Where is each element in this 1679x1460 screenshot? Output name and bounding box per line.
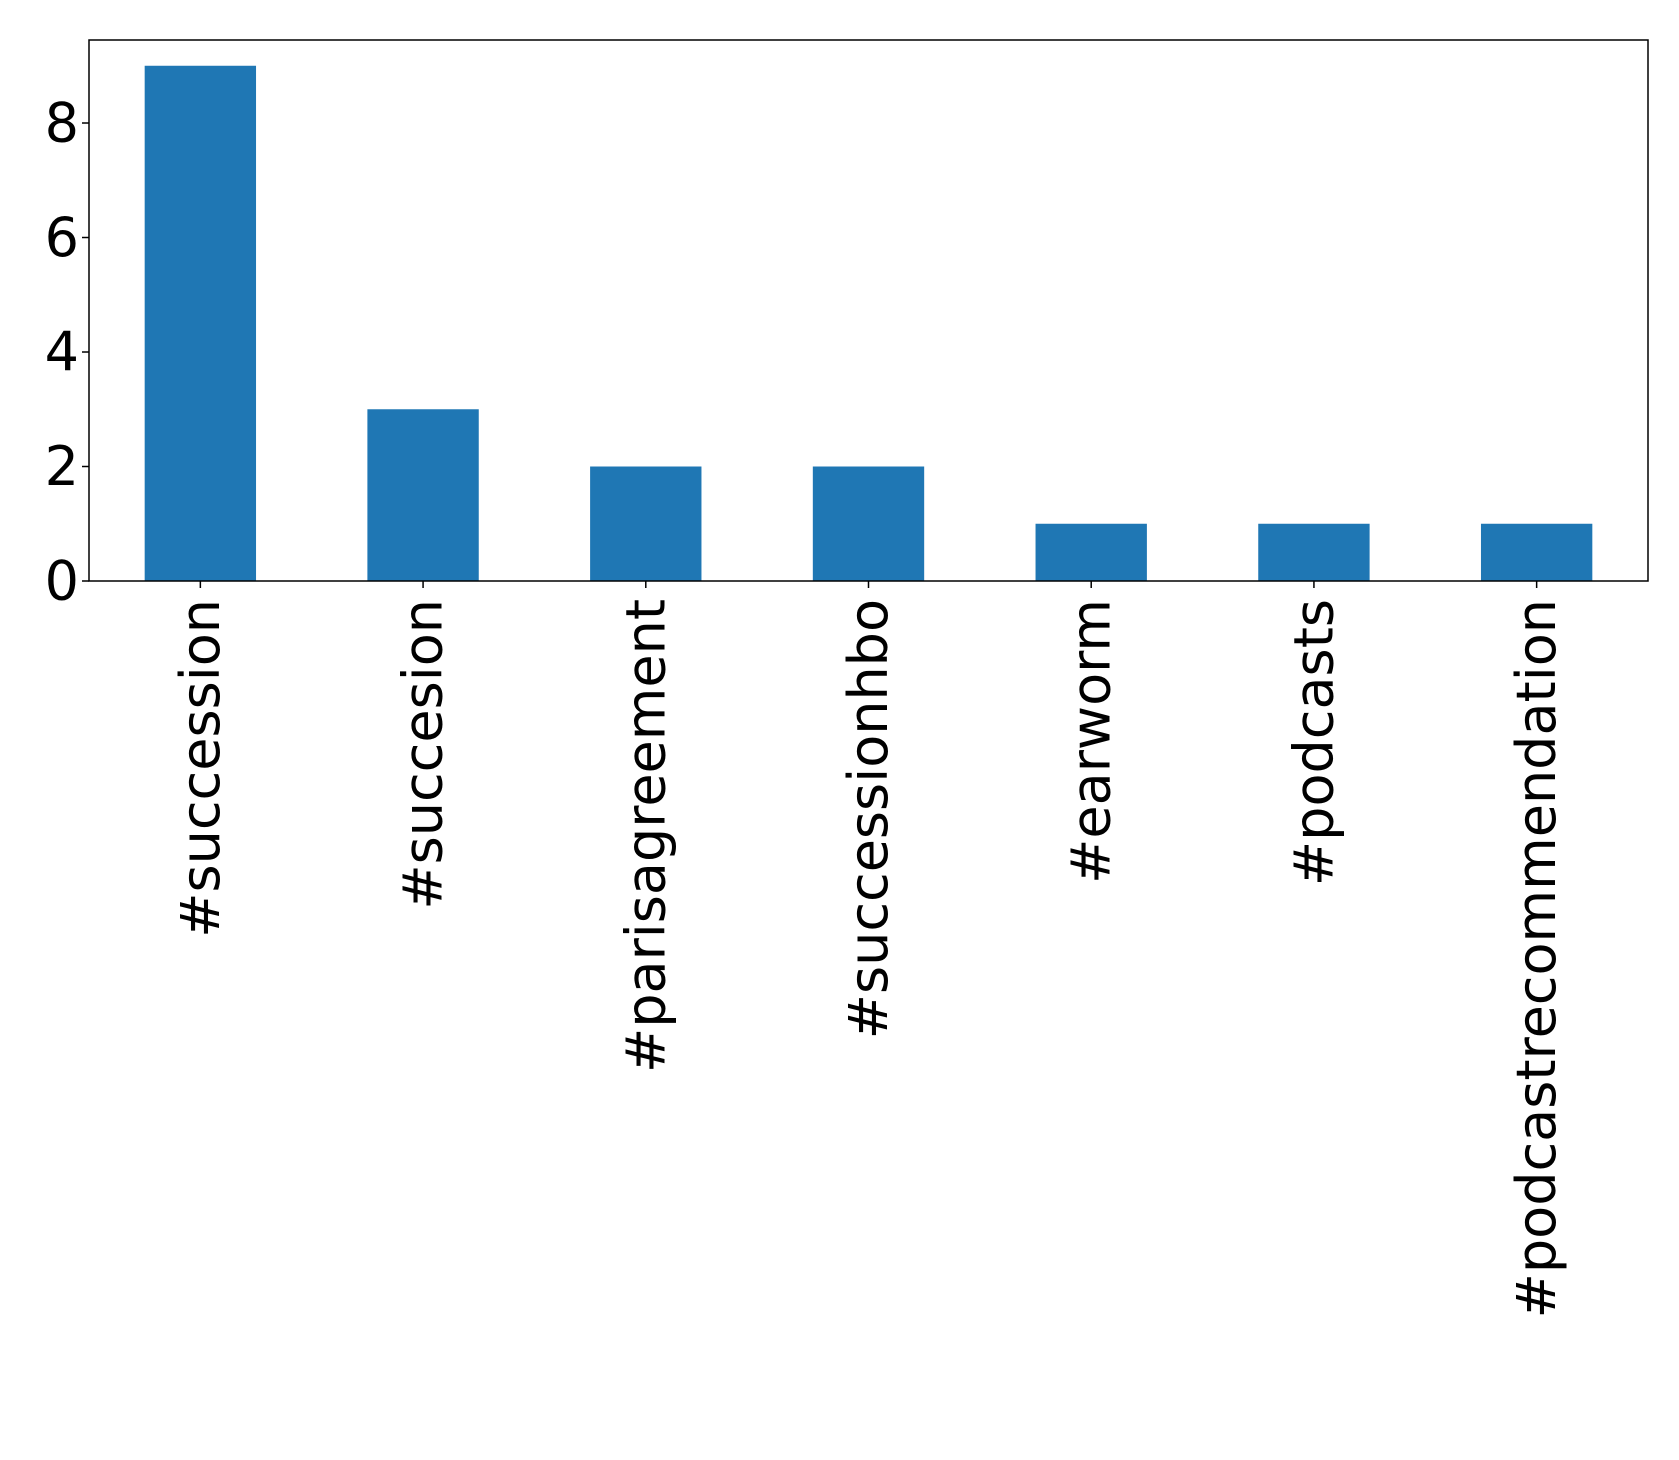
bar-2 [590,466,702,581]
bar-3 [812,466,925,581]
y-axis: 0 2 4 6 8 [45,92,89,613]
bar-6 [1480,523,1593,581]
bar-1 [367,409,479,581]
x-tick-label-0: #succession [169,599,232,938]
bar-4 [1035,523,1147,581]
x-tick-label-4: #earworm [1060,599,1123,884]
x-tick-label-1: #succesion [392,599,455,910]
y-tick-label-0: 0 [45,550,79,613]
bars-group [144,65,1593,581]
y-tick-label-1: 2 [45,435,79,498]
plot-frame [88,39,1649,582]
y-tick-label-2: 4 [45,321,79,384]
y-tick-label-3: 6 [45,206,79,269]
x-tick-label-2: #parisagreement [614,599,677,1073]
x-tick-label-5: #podcasts [1282,599,1345,886]
x-tick-label-6: #podcastrecommendation [1505,599,1568,1318]
x-axis: #succession #succesion #parisagreement #suc… [169,581,1568,1318]
x-tick-label-3: #successionhbo [837,599,900,1039]
bar-5 [1258,523,1370,581]
y-tick-label-4: 8 [45,92,79,155]
bar-0 [144,65,257,581]
